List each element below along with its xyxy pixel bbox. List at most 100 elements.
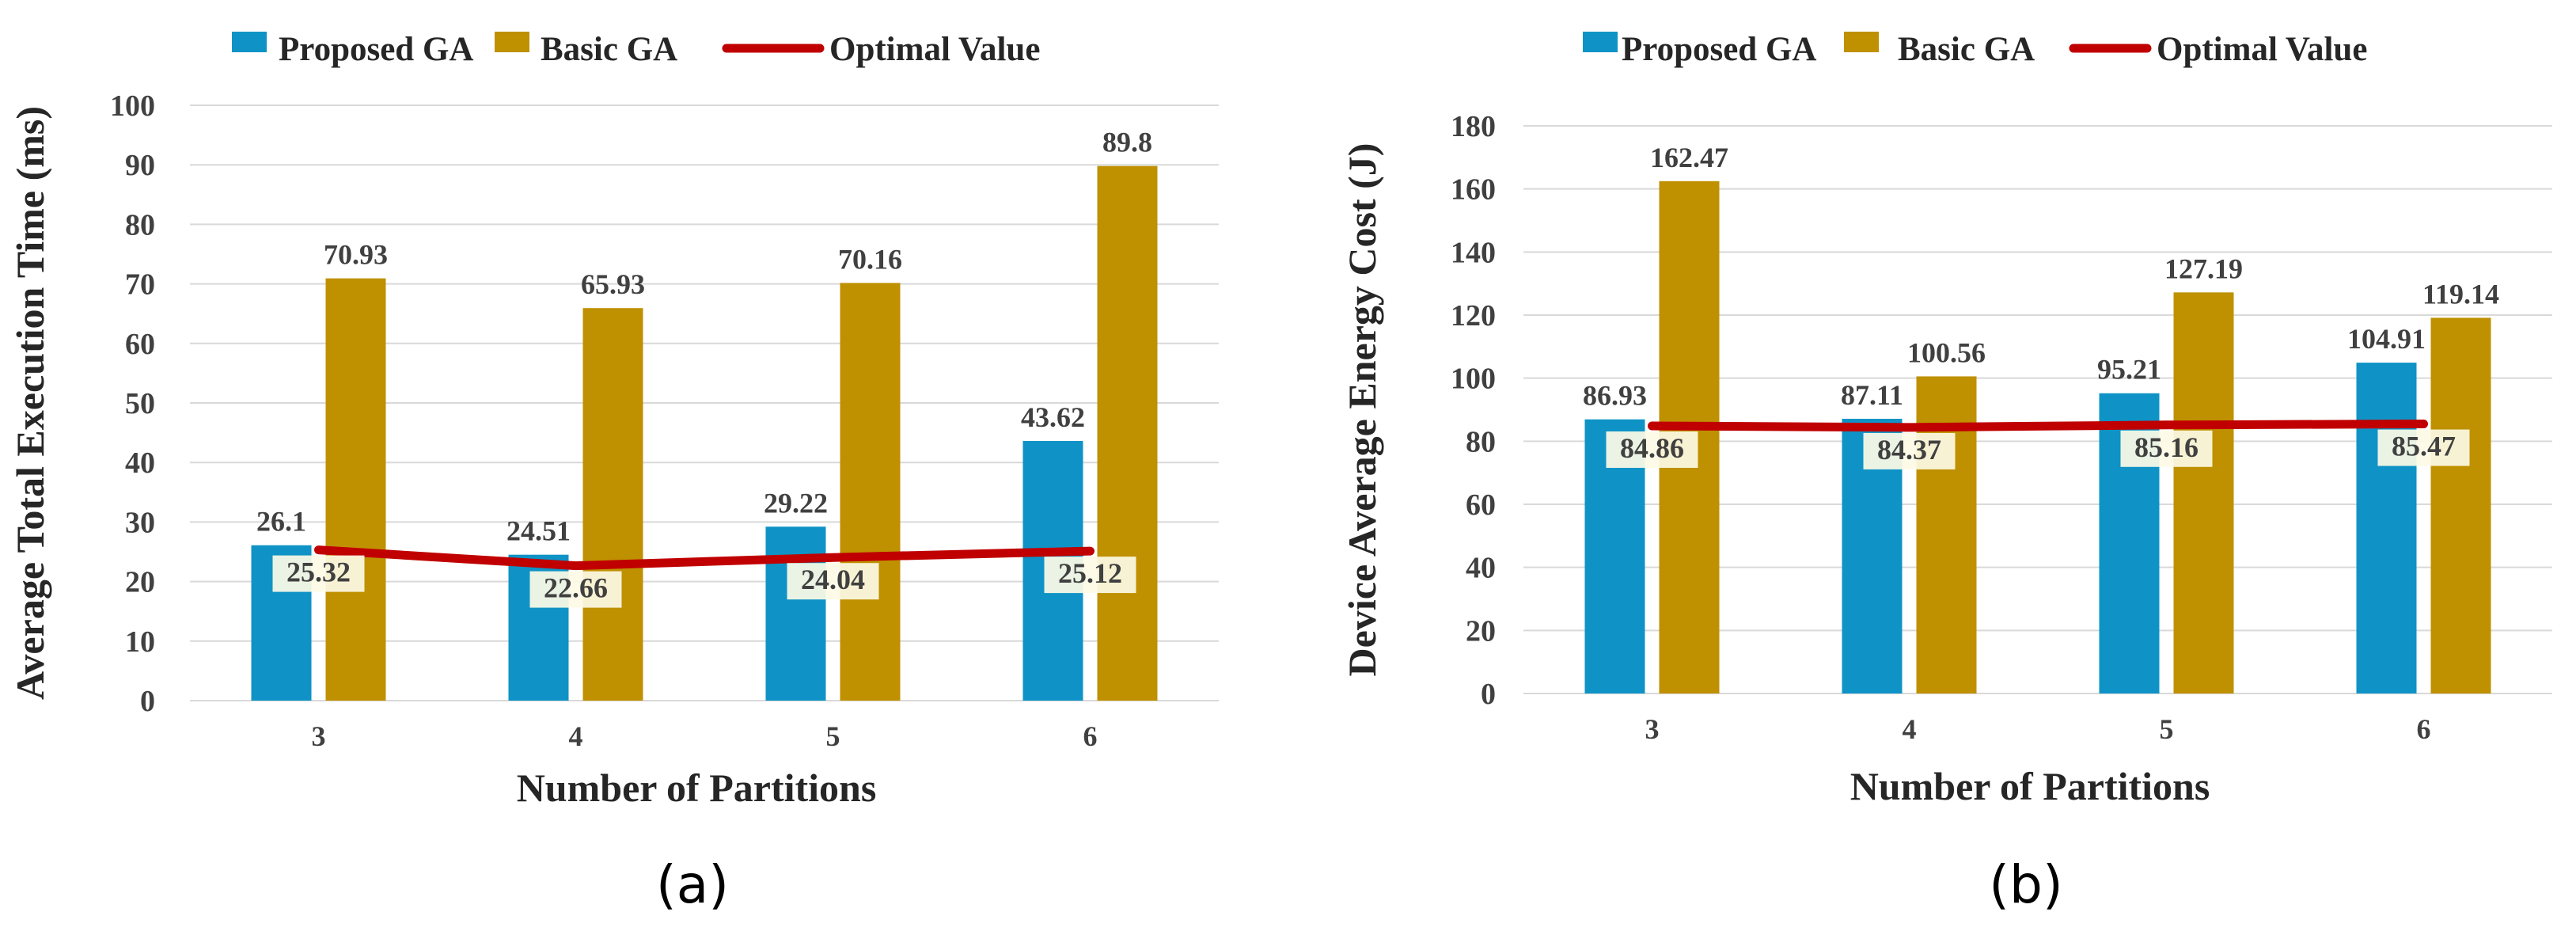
basic-ga-bar xyxy=(2173,292,2234,694)
proposed-ga-data-label: 95.21 xyxy=(2097,354,2161,386)
x-tick-label: 4 xyxy=(569,720,583,752)
legend-proposed-label: Proposed GA xyxy=(279,31,473,68)
panel-label: (b) xyxy=(1989,854,2062,915)
optimal-value-line xyxy=(314,545,1095,571)
basic-ga-data-label: 70.16 xyxy=(838,243,902,275)
optimal-label-box xyxy=(2120,430,2213,467)
chart-panel-b: 0 20 40 60 80 100 120 140 160 180 3 86.93 162.47 4 87.… xyxy=(1340,31,2552,915)
x-tick-label: 6 xyxy=(1083,720,1098,752)
chart-panel-a: 0 10 20 30 40 50 60 70 80 90 100 3 26.1 70.93 4 24.51 65… xyxy=(8,31,1219,915)
optimal-value-point xyxy=(2419,420,2428,428)
proposed-ga-data-label: 26.1 xyxy=(256,506,306,538)
legend-optimal-label: Optimal Value xyxy=(2157,31,2367,68)
x-tick-label: 5 xyxy=(2160,713,2174,745)
x-axis-title: Number of Partitions xyxy=(1850,764,2210,808)
proposed-ga-bar xyxy=(2356,363,2417,694)
optimal-value-line xyxy=(1648,420,2428,432)
y-tick-label: 50 xyxy=(125,387,155,420)
legend-proposed-label: Proposed GA xyxy=(1622,31,1816,68)
y-tick-label: 60 xyxy=(125,328,155,361)
y-tick-label: 90 xyxy=(125,149,155,182)
y-tick-label: 20 xyxy=(1466,614,1496,648)
legend-basic-swatch xyxy=(495,32,529,52)
optimal-label-box xyxy=(1863,432,1956,469)
y-tick-label: 120 xyxy=(1451,299,1496,332)
proposed-ga-data-label: 29.22 xyxy=(764,487,828,519)
basic-ga-bar xyxy=(840,283,901,701)
optimal-value-data-label: 24.04 xyxy=(801,564,865,595)
y-tick-label: 100 xyxy=(110,89,155,123)
legend-basic-swatch xyxy=(1844,32,1879,52)
y-axis-title: Average Total Execution Time (ms) xyxy=(8,106,52,700)
legend-basic-label: Basic GA xyxy=(1898,31,2035,68)
y-tick-label: 10 xyxy=(125,625,155,659)
legend-optimal-label: Optimal Value xyxy=(829,31,1040,68)
proposed-ga-data-label: 86.93 xyxy=(1583,380,1647,412)
optimal-value-point xyxy=(2162,420,2171,429)
optimal-label-box xyxy=(1044,557,1136,594)
y-tick-label: 70 xyxy=(125,268,155,302)
y-tick-label: 180 xyxy=(1451,110,1496,143)
basic-ga-data-label: 100.56 xyxy=(1907,336,1986,368)
optimal-value-point xyxy=(1648,421,1656,430)
y-axis-title: Device Average Energy Cost (J) xyxy=(1340,143,1384,677)
x-tick-label: 6 xyxy=(2417,713,2431,745)
basic-ga-data-label: 119.14 xyxy=(2422,278,2499,310)
legend: Proposed GA Basic GA Optimal Value xyxy=(232,31,1040,68)
optimal-value-data-label: 22.66 xyxy=(544,572,608,604)
proposed-ga-data-label: 104.91 xyxy=(2347,323,2426,355)
y-tick-label: 80 xyxy=(1466,425,1496,458)
y-tick-label: 0 xyxy=(1481,678,1496,711)
proposed-ga-data-label: 43.62 xyxy=(1021,401,1085,433)
optimal-label-box xyxy=(529,571,622,608)
proposed-ga-data-label: 24.51 xyxy=(506,515,571,547)
optimal-value-data-label: 85.16 xyxy=(2134,431,2199,463)
y-tick-label: 0 xyxy=(140,685,155,718)
optimal-label-box xyxy=(1606,431,1698,468)
y-tick-label: 40 xyxy=(125,446,155,480)
x-tick-label: 3 xyxy=(312,720,326,752)
basic-ga-bar xyxy=(582,308,643,701)
y-tick-label: 140 xyxy=(1451,236,1496,269)
y-tick-label: 80 xyxy=(125,208,155,241)
optimal-label-box xyxy=(272,555,365,592)
optimal-label-box xyxy=(2377,429,2470,466)
x-tick-label: 3 xyxy=(1645,713,1660,745)
optimal-value-data-label: 25.12 xyxy=(1058,557,1122,589)
optimal-value-point xyxy=(1905,423,1914,431)
legend-proposed-swatch xyxy=(232,32,267,52)
optimal-value-data-label: 25.32 xyxy=(286,557,351,588)
basic-ga-data-label: 162.47 xyxy=(1650,142,1728,173)
y-tick-label: 30 xyxy=(125,506,155,539)
basic-ga-data-label: 65.93 xyxy=(581,268,645,300)
optimal-value-point xyxy=(1086,547,1095,556)
optimal-value-data-label: 84.86 xyxy=(1620,432,1684,464)
basic-ga-data-label: 89.8 xyxy=(1102,127,1152,158)
basic-ga-bar xyxy=(2430,317,2491,694)
legend-proposed-swatch xyxy=(1583,32,1618,52)
y-tick-label: 160 xyxy=(1451,173,1496,207)
proposed-ga-data-label: 87.11 xyxy=(1841,379,1903,411)
optimal-value-point xyxy=(314,545,323,554)
optimal-label-box xyxy=(787,563,879,600)
y-tick-label: 20 xyxy=(125,566,155,599)
y-tick-label: 100 xyxy=(1451,363,1496,396)
optimal-value-point xyxy=(829,553,837,562)
basic-ga-bar xyxy=(1097,165,1158,701)
y-tick-label: 40 xyxy=(1466,552,1496,585)
legend: Proposed GA Basic GA Optimal Value xyxy=(1583,31,2367,68)
basic-ga-data-label: 70.93 xyxy=(324,239,388,271)
x-tick-label: 4 xyxy=(1903,713,1917,745)
x-axis-title: Number of Partitions xyxy=(517,766,877,810)
optimal-value-data-label: 84.37 xyxy=(1877,434,1941,466)
y-tick-label: 60 xyxy=(1466,488,1496,522)
panel-label: (a) xyxy=(656,854,729,915)
optimal-value-point xyxy=(571,561,580,570)
basic-ga-bar xyxy=(325,278,386,701)
basic-ga-data-label: 127.19 xyxy=(2164,253,2243,284)
legend-basic-label: Basic GA xyxy=(541,31,677,68)
optimal-value-data-label: 85.47 xyxy=(2392,431,2456,462)
proposed-ga-bar xyxy=(765,526,826,701)
